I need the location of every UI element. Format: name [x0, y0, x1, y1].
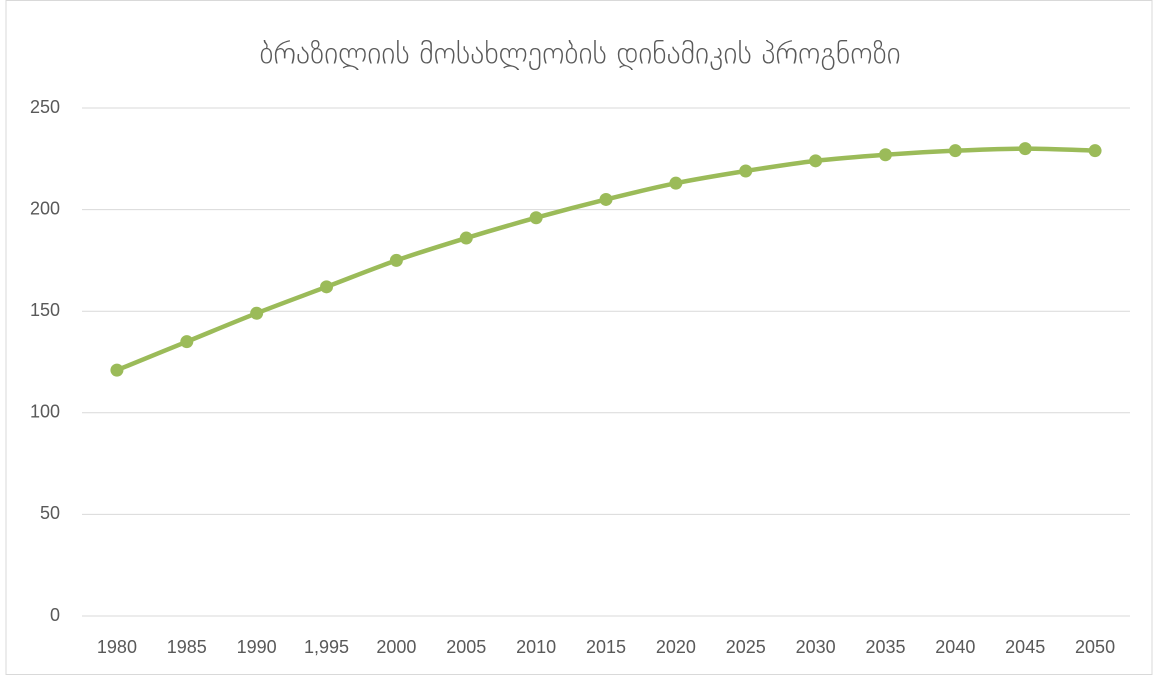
y-tick-label: 250 — [30, 97, 60, 117]
x-tick-label: 1980 — [97, 637, 137, 657]
point — [320, 280, 334, 294]
point — [1088, 144, 1102, 158]
x-tick-label: 2030 — [796, 637, 836, 657]
point — [669, 176, 683, 190]
point — [599, 192, 613, 206]
y-tick-label: 150 — [30, 300, 60, 320]
y-tick-label: 200 — [30, 198, 60, 218]
point — [110, 363, 124, 377]
point — [459, 231, 473, 245]
chart-frame — [5, 0, 1153, 675]
point — [948, 144, 962, 158]
point — [809, 154, 823, 168]
point — [250, 306, 264, 320]
x-tick-label: 2005 — [446, 637, 486, 657]
x-tick-label: 2010 — [516, 637, 556, 657]
point — [389, 253, 403, 267]
y-tick-label: 0 — [50, 605, 60, 625]
x-tick-label: 2015 — [586, 637, 626, 657]
y-tick-label: 50 — [40, 503, 60, 523]
x-tick-label: 2025 — [726, 637, 766, 657]
chart-title: ბრაზილიის მოსახლეობის დინამიკის პროგნოზი — [259, 37, 900, 72]
x-tick-label: 2050 — [1075, 637, 1115, 657]
point — [180, 335, 194, 349]
x-tick-label: 2020 — [656, 637, 696, 657]
series-line — [114, 146, 1098, 373]
point — [739, 164, 753, 178]
x-tick-label: 1,995 — [304, 637, 349, 657]
point — [1018, 142, 1032, 156]
point — [529, 211, 543, 225]
x-tick-label: 2040 — [935, 637, 975, 657]
point — [878, 148, 892, 162]
x-tick-label: 2000 — [376, 637, 416, 657]
x-tick-label: 2045 — [1005, 637, 1045, 657]
x-tick-label: 1985 — [167, 637, 207, 657]
x-tick-label: 1990 — [237, 637, 277, 657]
x-tick-label: 2035 — [865, 637, 905, 657]
y-tick-label: 100 — [30, 402, 60, 422]
